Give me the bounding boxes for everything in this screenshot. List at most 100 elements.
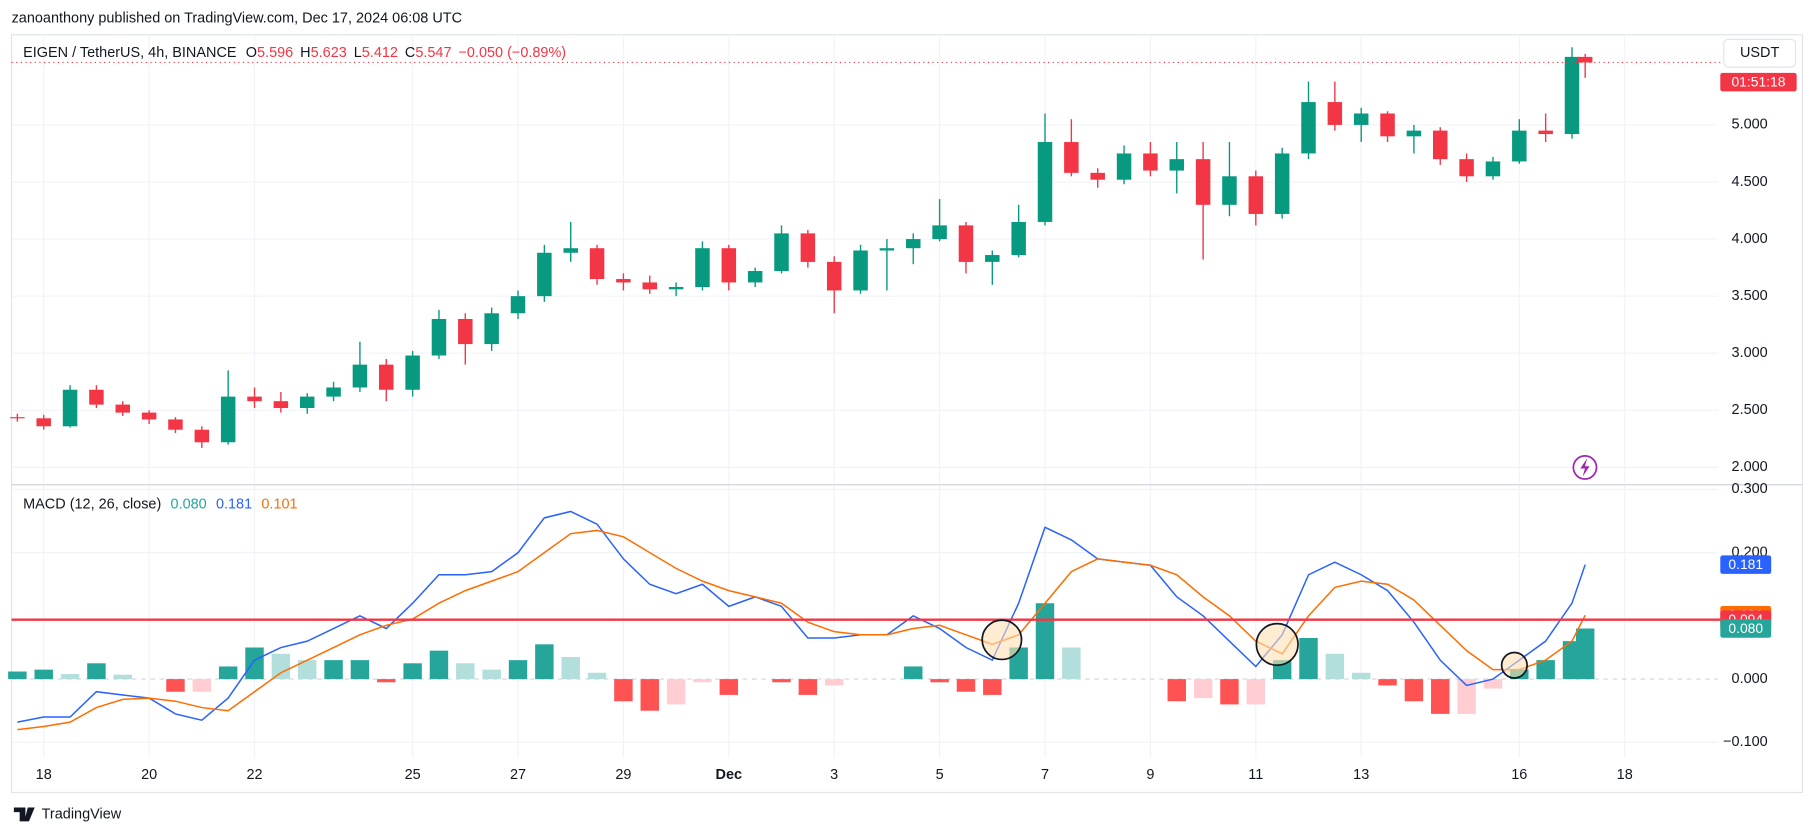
histogram-bar [666, 679, 686, 705]
candle-body [273, 401, 289, 409]
currency[interactable]: USDT [1740, 45, 1780, 61]
candle-body [1353, 113, 1369, 125]
histogram-bar [640, 679, 659, 711]
alert-icon-bolt [1580, 458, 1590, 477]
highlight-circle [1500, 651, 1528, 679]
histogram-bar [166, 679, 185, 692]
y-tick-label: 2.500 [1732, 402, 1768, 418]
histogram-bar [1325, 653, 1345, 680]
x-tick-label: 11 [1248, 767, 1263, 783]
macd-value: 0.181 [216, 496, 252, 512]
candle-body [141, 412, 157, 420]
histogram-bar [1575, 628, 1595, 680]
high-value: 5.623 [311, 45, 347, 61]
histogram-bar [693, 679, 712, 683]
open-value: 5.596 [257, 45, 293, 61]
histogram-bar [324, 660, 343, 680]
y-tick-label: 3.500 [1732, 288, 1768, 304]
symbol: EIGEN / TetherUS, 4h, BINANCE [23, 45, 237, 61]
candle-body [958, 225, 974, 262]
candle-body [484, 313, 499, 345]
histogram-bar [561, 656, 580, 680]
macd-tag: 0.181 [1728, 556, 1763, 572]
y-tick-label: 0.000 [1732, 671, 1768, 687]
histogram-bar [1536, 660, 1555, 680]
candle-body [1037, 142, 1053, 222]
macd-title: MACD (12, 26, close) [23, 496, 161, 512]
candle-body [1064, 142, 1079, 173]
ohlc-label: L [354, 45, 362, 61]
currency-button[interactable] [1723, 38, 1797, 68]
macd-tag-box [1720, 555, 1772, 574]
histogram-bar [824, 679, 844, 686]
candle-body [89, 389, 104, 405]
candle-body [616, 279, 631, 283]
x-tick-label: 5 [936, 767, 944, 783]
brand: TradingView [42, 806, 122, 822]
candle-body [431, 318, 447, 356]
x-tick-label: 27 [510, 767, 526, 783]
low-value: 5.412 [362, 45, 398, 61]
histogram-bar [1351, 672, 1371, 680]
candle-body [1222, 176, 1237, 205]
ohlc-label: C [405, 45, 415, 61]
histogram-bar [377, 679, 396, 683]
y-tick-label: 4.500 [1732, 174, 1768, 190]
histogram-bar [456, 663, 475, 680]
candle-body [36, 418, 51, 427]
published-note: zanoanthony published on TradingView.com… [12, 10, 462, 26]
candle-body [1380, 113, 1395, 137]
countdown: 01:51:18 [1731, 73, 1785, 89]
candle-body [10, 417, 25, 419]
candle-body [1406, 130, 1422, 137]
candle-body [194, 429, 210, 443]
ohlc-label: H [300, 45, 310, 61]
candle-body [1327, 102, 1343, 125]
x-tick-label: 20 [141, 767, 157, 783]
candle-body [879, 248, 895, 251]
highlight-circle [981, 619, 1023, 661]
x-tick-label: 18 [36, 767, 52, 783]
macd-line [17, 510, 1586, 723]
signal-line [17, 529, 1586, 731]
histogram-bar [1457, 679, 1476, 714]
candle-body [563, 248, 578, 253]
candle-body [853, 250, 868, 291]
histogram-bar [1299, 638, 1318, 680]
histogram-bar [297, 660, 317, 680]
candle-body [510, 296, 526, 314]
histogram-bar [113, 674, 132, 680]
histogram-bar [1167, 679, 1186, 702]
candle-body [1195, 159, 1211, 205]
histogram-bar [1483, 679, 1503, 689]
candle-body [379, 364, 394, 390]
change: −0.050 (−0.89%) [458, 45, 566, 61]
candle-body [695, 248, 710, 288]
legend: EIGEN / TetherUS, 4h, BINANCE O5.596 H5.62… [23, 45, 566, 512]
candle-body [932, 225, 947, 240]
y-tick-label: 2.000 [1732, 459, 1768, 475]
histogram-bar [719, 679, 739, 695]
candle-body [220, 396, 236, 443]
candle-body [458, 318, 473, 345]
y-tick-label: −0.100 [1723, 734, 1768, 750]
candle-body [299, 396, 315, 409]
candle-body [1512, 130, 1527, 162]
histogram-bar [772, 679, 791, 683]
y-tick-label: 3.000 [1732, 345, 1768, 361]
histogram-bar [60, 674, 80, 680]
x-tick-label: 3 [830, 767, 838, 783]
candle-body [247, 396, 262, 402]
histogram-bar [956, 679, 976, 692]
x-tick-label: 29 [615, 767, 631, 783]
close-value: 5.547 [415, 45, 451, 61]
candle-body [1433, 130, 1448, 160]
histogram-bar [87, 663, 106, 680]
x-tick-label: 22 [246, 767, 262, 783]
histogram-bar [403, 663, 422, 680]
candle-body [326, 387, 341, 397]
candle-body [1564, 56, 1580, 135]
histogram-bar [983, 679, 1002, 695]
